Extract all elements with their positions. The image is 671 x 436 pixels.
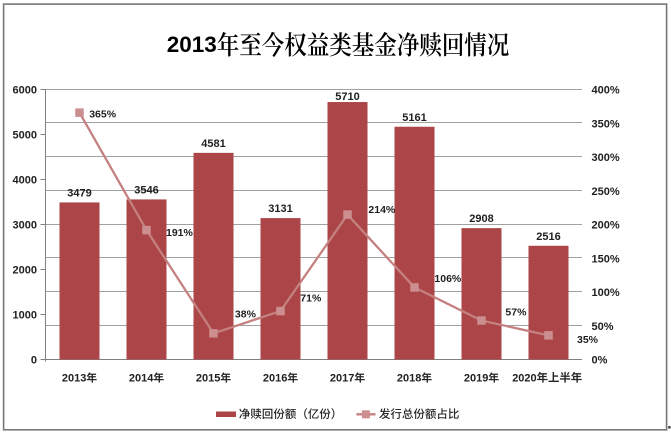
- svg-text:5710: 5710: [335, 91, 359, 103]
- svg-text:400%: 400%: [592, 85, 620, 97]
- svg-text:2017: 2017: [330, 373, 354, 385]
- svg-text:2908: 2908: [469, 213, 493, 225]
- svg-text:35%: 35%: [577, 334, 599, 346]
- svg-text:2018: 2018: [397, 373, 421, 385]
- svg-text:5000: 5000: [13, 130, 37, 142]
- svg-text:38%: 38%: [235, 309, 257, 321]
- svg-text:3479: 3479: [67, 188, 91, 200]
- svg-text:4000: 4000: [13, 175, 37, 187]
- svg-text:100%: 100%: [592, 287, 620, 299]
- svg-text:214%: 214%: [368, 204, 396, 216]
- svg-text:300%: 300%: [592, 152, 620, 164]
- svg-text:3131: 3131: [268, 203, 292, 215]
- svg-text:2000: 2000: [13, 265, 37, 277]
- svg-text:50%: 50%: [592, 321, 614, 333]
- svg-text:2016: 2016: [263, 373, 287, 385]
- svg-text:2015: 2015: [196, 373, 220, 385]
- svg-text:2013: 2013: [62, 373, 86, 385]
- svg-text:2020: 2020: [512, 373, 536, 385]
- svg-text:3546: 3546: [134, 185, 158, 197]
- svg-text:4581: 4581: [201, 138, 225, 150]
- svg-text:106%: 106%: [434, 273, 462, 285]
- svg-text:250%: 250%: [592, 186, 620, 198]
- svg-text:5161: 5161: [402, 112, 426, 124]
- svg-text:150%: 150%: [592, 253, 620, 265]
- svg-text:365%: 365%: [89, 109, 117, 121]
- svg-text:191%: 191%: [166, 227, 194, 239]
- svg-text:1000: 1000: [13, 310, 37, 322]
- svg-text:57%: 57%: [505, 306, 527, 318]
- svg-text:2019: 2019: [464, 373, 488, 385]
- svg-text:0: 0: [31, 355, 37, 367]
- svg-text:350%: 350%: [592, 118, 620, 130]
- svg-text:71%: 71%: [300, 292, 322, 304]
- svg-text:0%: 0%: [592, 355, 608, 367]
- svg-text:2516: 2516: [536, 231, 560, 243]
- svg-text:6000: 6000: [13, 85, 37, 97]
- svg-text:2013: 2013: [167, 32, 217, 57]
- svg-text:3000: 3000: [13, 220, 37, 232]
- svg-text:2014: 2014: [129, 373, 154, 385]
- svg-text:200%: 200%: [592, 220, 620, 232]
